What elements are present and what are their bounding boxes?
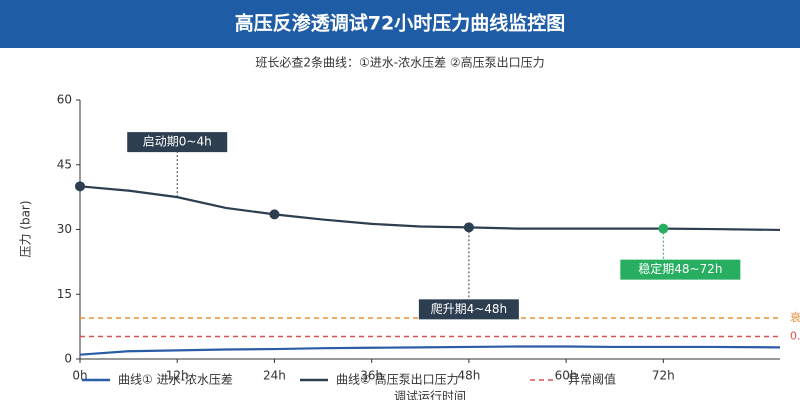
annotation-box [620, 259, 741, 280]
data-line [79, 185, 781, 232]
annotation-box [127, 132, 228, 153]
title-bar [0, 0, 800, 48]
x-tick-label: 60h [555, 369, 578, 383]
x-tick-label: 36h [360, 369, 383, 383]
x-axis-label: 调试运行时间 [394, 389, 466, 401]
x-tick-label: 24h [263, 369, 286, 383]
annotation-text: 爬升期4~48h [431, 302, 508, 316]
highlight-point [269, 209, 280, 220]
legend-label: 曲线② 高压泵出口压力 [336, 372, 459, 387]
threshold-label: 0. [790, 330, 800, 343]
highlight-point [658, 223, 669, 234]
x-tick-label: 12h [166, 369, 189, 383]
y-tick-label: 30 [57, 222, 72, 236]
legend-label: 曲线① 进水-浓水压差 [118, 373, 233, 387]
legend-label: 异常阈值 [568, 372, 616, 387]
chart-subtitle: 班长必查2条曲线：①进水-浓水压差 ②高压泵出口压力 [255, 55, 544, 70]
x-tick-label: 72h [652, 369, 675, 383]
chart-title: 高压反渗透调试72小时压力曲线监控图 [235, 12, 565, 35]
threshold-label: 衰 [790, 310, 800, 324]
y-tick-label: 15 [57, 287, 72, 301]
y-tick-label: 0 [64, 352, 72, 366]
annotation-text: 启动期0~4h [143, 135, 212, 149]
x-tick-label: 48h [457, 369, 480, 383]
data-line [79, 345, 781, 356]
highlight-point [75, 181, 85, 192]
annotation-box [418, 299, 519, 320]
y-axis-label: 压力 (bar) [19, 200, 33, 257]
highlight-point [463, 222, 474, 233]
y-tick-label: 60 [57, 93, 72, 107]
y-tick-label: 45 [57, 157, 72, 171]
annotation-text: 稳定期48~72h [638, 261, 722, 276]
